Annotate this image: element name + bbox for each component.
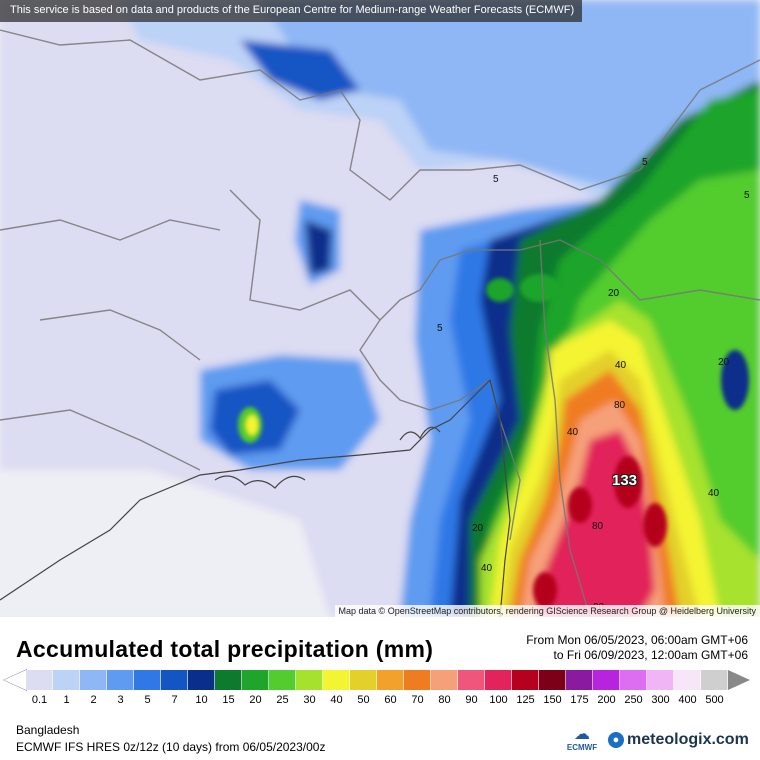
legend-swatch	[485, 670, 512, 690]
contour-label: 5	[493, 174, 499, 185]
forecast-period: From Mon 06/05/2023, 06:00am GMT+06 to F…	[526, 633, 748, 663]
meteologix-mark-icon: ●	[608, 732, 624, 748]
ecmwf-logo-text: ECMWF	[566, 743, 598, 752]
legend-arrow-right-icon	[728, 670, 750, 690]
legend-ticks: 0.1 1 2 3 5 7 10 15 20 25 30 40 50 60 70 80 90 100 125 150 1…	[26, 694, 756, 708]
precipitation-field	[0, 0, 760, 617]
legend-tick-label: 5	[144, 694, 151, 706]
contour-label: 80	[614, 400, 626, 411]
contour-label: 5	[642, 157, 648, 168]
color-legend: 0.1 1 2 3 5 7 10 15 20 25 30 40 50 60 70 80 90 100 125 150 1…	[3, 669, 756, 710]
legend-tick-label: 40	[330, 694, 343, 706]
model-info: ECMWF IFS HRES 0z/12z (10 days) from 06/…	[16, 740, 326, 754]
legend-tick-label: 30	[303, 694, 316, 706]
contour-label: 20	[718, 357, 730, 368]
legend-swatch	[296, 670, 323, 690]
legend-swatch	[107, 670, 134, 690]
legend-tick-label: 3	[117, 694, 124, 706]
legend-tick-label: 0.1	[31, 694, 48, 706]
legend-swatch	[539, 670, 566, 690]
legend-bar	[26, 670, 728, 690]
legend-swatch	[458, 670, 485, 690]
legend-tick-label: 250	[624, 694, 643, 706]
precipitation-map[interactable]: This service is based on data and produc…	[0, 0, 760, 617]
coastline	[0, 378, 511, 617]
legend-swatch	[647, 670, 674, 690]
legend-swatch	[566, 670, 593, 690]
legend-swatch	[431, 670, 458, 690]
attribution-bottom[interactable]: Map data © OpenStreetMap contributors, r…	[334, 605, 760, 617]
legend-swatch	[377, 670, 404, 690]
contour-label: 80	[592, 521, 604, 532]
legend-swatch	[53, 670, 80, 690]
legend-tick-label: 400	[678, 694, 697, 706]
ecmwf-mark-icon: ☁	[574, 726, 590, 743]
legend-tick-label: 7	[171, 694, 178, 706]
legend-tick-label: 200	[597, 694, 616, 706]
contour-label: 5	[744, 190, 750, 201]
legend-tick-label: 50	[357, 694, 370, 706]
legend-swatch	[323, 670, 350, 690]
contour-label: 40	[708, 488, 720, 499]
legend-tick-label: 90	[465, 694, 478, 706]
legend-swatch	[80, 670, 107, 690]
legend-swatch	[350, 670, 377, 690]
legend-swatch	[242, 670, 269, 690]
legend-swatch	[701, 670, 728, 690]
legend-swatch	[620, 670, 647, 690]
legend-tick-label: 15	[222, 694, 235, 706]
max-value-label: 133	[612, 472, 638, 489]
legend-swatch	[269, 670, 296, 690]
contour-label: 40	[481, 563, 493, 574]
legend-swatch	[161, 670, 188, 690]
legend-arrow-left-fill	[4, 670, 26, 690]
legend-tick-label: 300	[651, 694, 670, 706]
contour-label: 20	[472, 523, 484, 534]
legend-tick-label: 2	[90, 694, 97, 706]
brand-name: meteologix.com	[627, 731, 749, 748]
legend-swatch	[134, 670, 161, 690]
legend-tick-label: 70	[411, 694, 424, 706]
period-from: From Mon 06/05/2023, 06:00am GMT+06	[526, 633, 748, 647]
legend-tick-label: 10	[195, 694, 208, 706]
legend-tick-label: 25	[276, 694, 289, 706]
country-borders	[0, 29, 760, 617]
legend-swatch	[593, 670, 620, 690]
legend-tick-label: 1	[63, 694, 70, 706]
legend-swatch	[674, 670, 701, 690]
legend-swatch	[512, 670, 539, 690]
legend-swatch	[215, 670, 242, 690]
legend-swatch	[26, 670, 53, 690]
legend-swatch	[188, 670, 215, 690]
legend-tick-label: 100	[489, 694, 508, 706]
attribution-top: This service is based on data and produc…	[0, 0, 583, 22]
chart-title: Accumulated total precipitation (mm)	[16, 636, 434, 662]
contour-label: 40	[567, 427, 579, 438]
region-name: Bangladesh	[16, 723, 80, 737]
legend-tick-label: 125	[516, 694, 535, 706]
legend-tick-label: 60	[384, 694, 397, 706]
meteologix-logo[interactable]: ● meteologix.com	[608, 731, 749, 749]
legend-tick-label: 80	[438, 694, 451, 706]
legend-tick-label: 150	[543, 694, 562, 706]
period-to: to Fri 06/09/2023, 12:00am GMT+06	[553, 648, 748, 662]
contour-label: 40	[615, 360, 627, 371]
legend-tick-label: 500	[705, 694, 724, 706]
legend-tick-label: 20	[249, 694, 262, 706]
legend-swatch	[404, 670, 431, 690]
ecmwf-logo[interactable]: ☁ ECMWF	[562, 727, 602, 755]
legend-tick-label: 175	[570, 694, 589, 706]
contour-label: 5	[437, 323, 443, 334]
contour-label: 20	[608, 288, 620, 299]
